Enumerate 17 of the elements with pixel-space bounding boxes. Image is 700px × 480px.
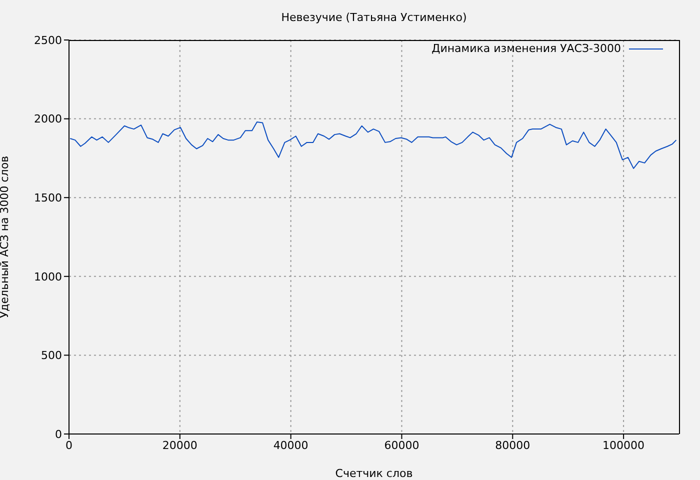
y-tick-label: 2000	[34, 112, 62, 126]
x-tick-label: 60000	[384, 438, 420, 452]
y-tick-label: 1000	[34, 270, 62, 284]
x-tick-label: 100000	[602, 438, 645, 452]
chart-title: Невезучие (Татьяна Устименко)	[280, 11, 468, 24]
x-axis-title: Счетчик слов	[335, 467, 413, 480]
x-tick-label: 0	[66, 438, 72, 452]
x-tick-label: 80000	[495, 438, 530, 452]
y-tick-label: 2500	[34, 34, 62, 47]
legend-label: Динамика изменения УАСЗ-3000	[432, 42, 621, 55]
line-series	[70, 121, 677, 169]
x-tick-label: 40000	[273, 438, 308, 452]
y-tick-label: 500	[41, 349, 62, 362]
y-tick-label: 1500	[34, 192, 62, 205]
y-axis-title: Удельный АСЗ на 3000 слов	[0, 156, 11, 318]
x-tick-label: 20000	[162, 438, 198, 452]
y-tick-label: 0	[55, 428, 62, 441]
